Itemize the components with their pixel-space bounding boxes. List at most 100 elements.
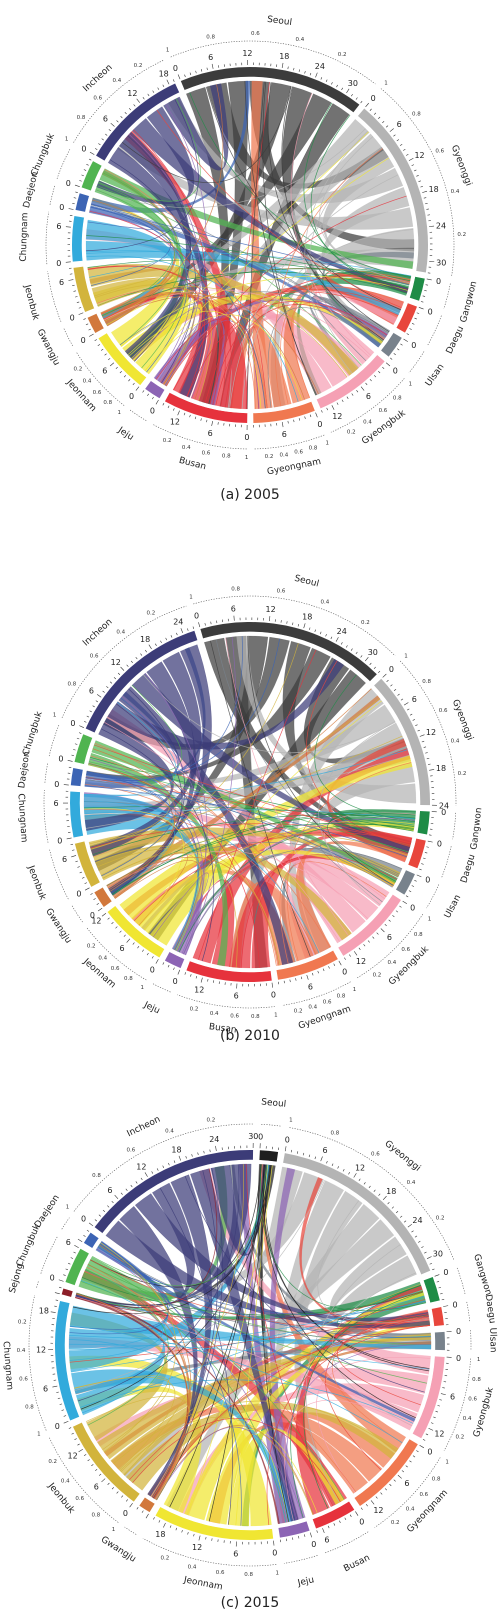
- ribbon-incheon-chungbuk: [96, 106, 195, 205]
- fraction-label: 0.8: [92, 1173, 101, 1179]
- axis-tick: [407, 1223, 413, 1228]
- fraction-label: 0.4: [165, 1129, 174, 1135]
- axis-tick: [320, 1156, 323, 1162]
- flow-line: [100, 1242, 177, 1453]
- fraction-label: 0.6: [216, 1570, 225, 1576]
- axis-tick: [165, 637, 168, 641]
- region-label-daegu: Daegu: [483, 1294, 497, 1325]
- flow-line: [75, 1168, 218, 1308]
- axis-tick: [426, 846, 429, 848]
- tick-label: 0: [70, 313, 75, 322]
- axis-tick: [91, 1464, 94, 1467]
- axis-tick: [152, 90, 155, 93]
- arc-inner-edge: [84, 840, 103, 883]
- ribbon-incheon-jeonbuk: [89, 651, 202, 857]
- flow-line: [74, 1376, 176, 1471]
- tick-label: 12: [266, 605, 276, 614]
- flow-line: [100, 292, 210, 400]
- arc-inner-edge: [372, 685, 421, 806]
- axis-tick: [292, 1537, 294, 1540]
- axis-tick: [389, 128, 394, 132]
- axis-tick: [73, 290, 77, 292]
- tick-label: 0: [194, 612, 199, 621]
- arc-inner-edge: [184, 76, 354, 115]
- flow-line: [94, 275, 176, 322]
- axis-tick: [125, 1499, 128, 1502]
- axis-tick: [68, 208, 74, 210]
- axis-tick: [107, 1205, 110, 1208]
- flow-line: [309, 147, 383, 369]
- axis-tick: [136, 1507, 139, 1510]
- axis-tick: [293, 419, 295, 423]
- flow-line: [184, 1175, 425, 1393]
- fraction-label: 0.4: [295, 37, 304, 43]
- fraction-ring: [63, 328, 73, 347]
- flow-line: [90, 823, 411, 849]
- axis-tick: [328, 966, 330, 969]
- tick-label: 18: [436, 764, 446, 773]
- axis-tick: [132, 382, 135, 386]
- axis-tick: [393, 353, 396, 356]
- region-label-ulsan: Ulsan: [487, 1327, 498, 1352]
- tick-label: 12: [355, 1163, 365, 1172]
- flow-line: [90, 206, 266, 409]
- axis-tick: [77, 866, 80, 868]
- arc-inner-edge: [94, 640, 199, 734]
- fraction-label: 1: [325, 440, 329, 446]
- axis-tick: [200, 977, 203, 983]
- tick-label: 6: [322, 1146, 327, 1155]
- flow-line: [121, 86, 293, 183]
- axis-tick: [163, 1522, 166, 1528]
- flow-line: [75, 1296, 414, 1423]
- fraction-ring: [399, 660, 457, 806]
- arc-inner-edge: [144, 1495, 156, 1504]
- arc-inner-edge: [85, 196, 92, 213]
- axis-tick: [101, 1478, 106, 1483]
- fraction-label: 0.6: [435, 148, 444, 154]
- axis-tick: [439, 1399, 442, 1401]
- arc-daejeon: [70, 768, 84, 787]
- axis-tick: [418, 307, 424, 310]
- axis-tick: [414, 879, 417, 882]
- axis-tick: [126, 664, 129, 667]
- axis-tick: [442, 1387, 445, 1389]
- arc-ulsan: [395, 870, 415, 895]
- axis-tick: [320, 77, 323, 80]
- axis-tick: [96, 903, 99, 905]
- fraction-label: 1: [65, 137, 69, 143]
- axis-tick: [167, 405, 170, 409]
- tick-label: 12: [426, 728, 436, 737]
- axis-tick: [183, 412, 186, 416]
- tick-label: 30: [368, 648, 378, 657]
- axis-tick: [435, 1410, 438, 1413]
- arc-jeonnam: [98, 333, 147, 386]
- axis-tick: [76, 301, 80, 303]
- axis-tick: [197, 1152, 199, 1155]
- axis-tick: [187, 628, 189, 631]
- axis-tick: [353, 1173, 357, 1178]
- fraction-label: 0.8: [393, 396, 402, 402]
- axis-tick: [421, 740, 425, 743]
- axis-tick: [125, 1188, 128, 1191]
- axis-tick: [397, 1474, 402, 1479]
- ribbon-gyeongbuk-daegu: [313, 290, 398, 365]
- fraction-label: 0.6: [401, 947, 410, 953]
- axis-tick: [181, 1529, 183, 1533]
- flow-line: [159, 1187, 233, 1525]
- arc-inner-edge: [410, 1356, 435, 1434]
- axis-tick: [423, 746, 427, 748]
- sector-arcs: [28, 1123, 472, 1567]
- flow-line: [97, 1246, 431, 1338]
- flow-line: [84, 806, 198, 950]
- arc-jeju: [145, 380, 165, 399]
- tick-label: 18: [159, 70, 169, 79]
- fraction-ring: [170, 40, 376, 85]
- flow-line: [169, 1164, 262, 1508]
- axis-tick: [158, 1520, 161, 1523]
- fraction-ring: [374, 1457, 441, 1528]
- flow-line: [89, 758, 204, 955]
- flow-line: [69, 1339, 287, 1523]
- axis-tick: [416, 175, 419, 177]
- axis-tick: [187, 1532, 189, 1535]
- axis-tick: [147, 393, 149, 397]
